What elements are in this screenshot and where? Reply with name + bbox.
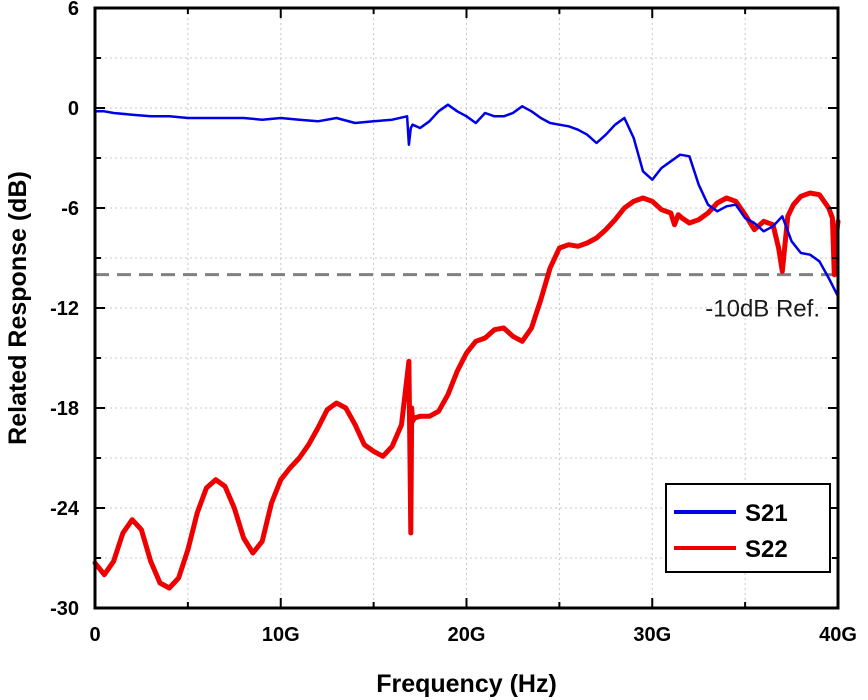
y-tick-label: 0 xyxy=(68,98,79,120)
y-tick-label: 6 xyxy=(68,0,79,20)
axis-ticks xyxy=(94,7,839,609)
y-tick-label: -24 xyxy=(50,498,80,520)
x-tick-label: 10G xyxy=(262,624,300,646)
axis-tick-labels: 0 10G 20G 30G 40G 6 0 -6 -12 -18 -24 -30 xyxy=(50,0,857,646)
x-tick-label: 30G xyxy=(633,624,671,646)
legend: S21 S22 xyxy=(665,483,831,573)
x-tick-label: 40G xyxy=(819,624,857,646)
legend-box xyxy=(665,483,831,573)
legend-label-s21: S21 xyxy=(745,500,788,527)
x-tick-label: 0 xyxy=(89,624,100,646)
y-axis-title: Related Response (dB) xyxy=(4,171,32,445)
series-layer xyxy=(92,103,841,591)
y-tick-label: -18 xyxy=(50,398,79,420)
x-tick-label: 20G xyxy=(448,624,486,646)
y-tick-label: -6 xyxy=(61,198,79,220)
reference-line-label: -10dB Ref. xyxy=(705,296,820,323)
y-tick-label: -30 xyxy=(50,598,79,620)
series-line-s21 xyxy=(93,103,840,298)
reference-line-group: -10dB Ref. xyxy=(95,273,838,323)
y-tick-label: -12 xyxy=(50,298,79,320)
x-axis-title: Frequency (Hz) xyxy=(376,670,557,698)
series-line-s22 xyxy=(92,190,841,591)
legend-label-s22: S22 xyxy=(745,536,788,563)
